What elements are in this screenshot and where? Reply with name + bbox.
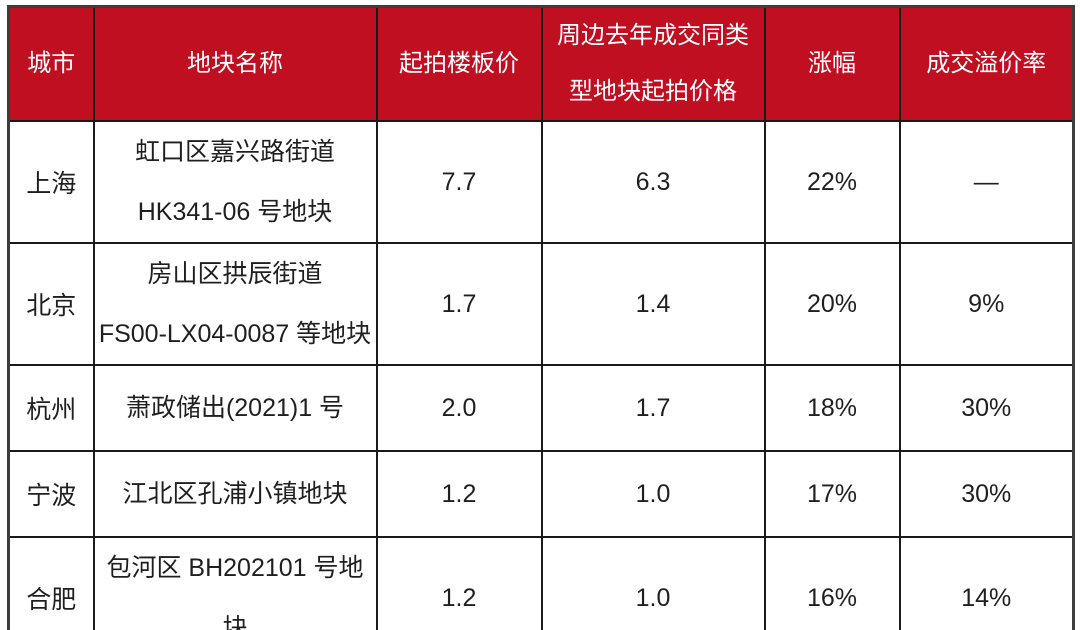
increase-cell: 18% [763, 364, 901, 452]
nearby-price-cell: 1.7 [540, 364, 766, 452]
city-cell: 宁波 [7, 450, 95, 538]
increase-cell: 22% [763, 120, 901, 244]
city-cell: 杭州 [7, 364, 95, 452]
column-header-start-floor-price: 起拍楼板价 [375, 5, 543, 122]
table-row-beijing: 北京 房山区拱辰街道 FS00-LX04-0087 等地块 1.7 1.4 20… [7, 242, 1075, 366]
start-price-cell: 7.7 [375, 120, 543, 244]
city-cell: 上海 [7, 120, 95, 244]
column-header-nearby-last-year-price: 周边去年成交同类 型地块起拍价格 [540, 5, 766, 122]
increase-cell: 20% [763, 242, 901, 366]
nearby-price-cell: 1.4 [540, 242, 766, 366]
nearby-price-cell: 1.0 [540, 450, 766, 538]
parcel-cell: 萧政储出(2021)1 号 [92, 364, 378, 452]
premium-cell: 30% [898, 364, 1075, 452]
parcel-cell: 江北区孔浦小镇地块 [92, 450, 378, 538]
premium-cell: 14% [898, 536, 1075, 630]
increase-cell: 17% [763, 450, 901, 538]
table-body: 上海 虹口区嘉兴路街道 HK341-06 号地块 7.7 6.3 22% — 北… [7, 120, 1075, 630]
column-header-city: 城市 [7, 5, 95, 122]
nearby-price-cell: 6.3 [540, 120, 766, 244]
table-header: 城市 地块名称 起拍楼板价 周边去年成交同类 型地块起拍价格 涨幅 成交溢价率 [7, 5, 1075, 122]
increase-cell: 16% [763, 536, 901, 630]
table-row-hangzhou: 杭州 萧政储出(2021)1 号 2.0 1.7 18% 30% [7, 364, 1075, 452]
parcel-cell: 房山区拱辰街道 FS00-LX04-0087 等地块 [92, 242, 378, 366]
column-header-increase: 涨幅 [763, 5, 901, 122]
start-price-cell: 2.0 [375, 364, 543, 452]
city-cell: 北京 [7, 242, 95, 366]
header-row: 城市 地块名称 起拍楼板价 周边去年成交同类 型地块起拍价格 涨幅 成交溢价率 [7, 5, 1075, 122]
start-price-cell: 1.2 [375, 536, 543, 630]
premium-cell: — [898, 120, 1075, 244]
table-row-shanghai: 上海 虹口区嘉兴路街道 HK341-06 号地块 7.7 6.3 22% — [7, 120, 1075, 244]
premium-cell: 9% [898, 242, 1075, 366]
land-auction-table: 城市 地块名称 起拍楼板价 周边去年成交同类 型地块起拍价格 涨幅 成交溢价率 … [7, 5, 1075, 630]
premium-cell: 30% [898, 450, 1075, 538]
start-price-cell: 1.7 [375, 242, 543, 366]
parcel-cell: 虹口区嘉兴路街道 HK341-06 号地块 [92, 120, 378, 244]
start-price-cell: 1.2 [375, 450, 543, 538]
table-row-ningbo: 宁波 江北区孔浦小镇地块 1.2 1.0 17% 30% [7, 450, 1075, 538]
city-cell: 合肥 [7, 536, 95, 630]
nearby-price-cell: 1.0 [540, 536, 766, 630]
column-header-parcel-name: 地块名称 [92, 5, 378, 122]
table-row-hefei: 合肥 包河区 BH202101 号地块 1.2 1.0 16% 14% [7, 536, 1075, 630]
column-header-premium-rate: 成交溢价率 [898, 5, 1075, 122]
parcel-cell: 包河区 BH202101 号地块 [92, 536, 378, 630]
